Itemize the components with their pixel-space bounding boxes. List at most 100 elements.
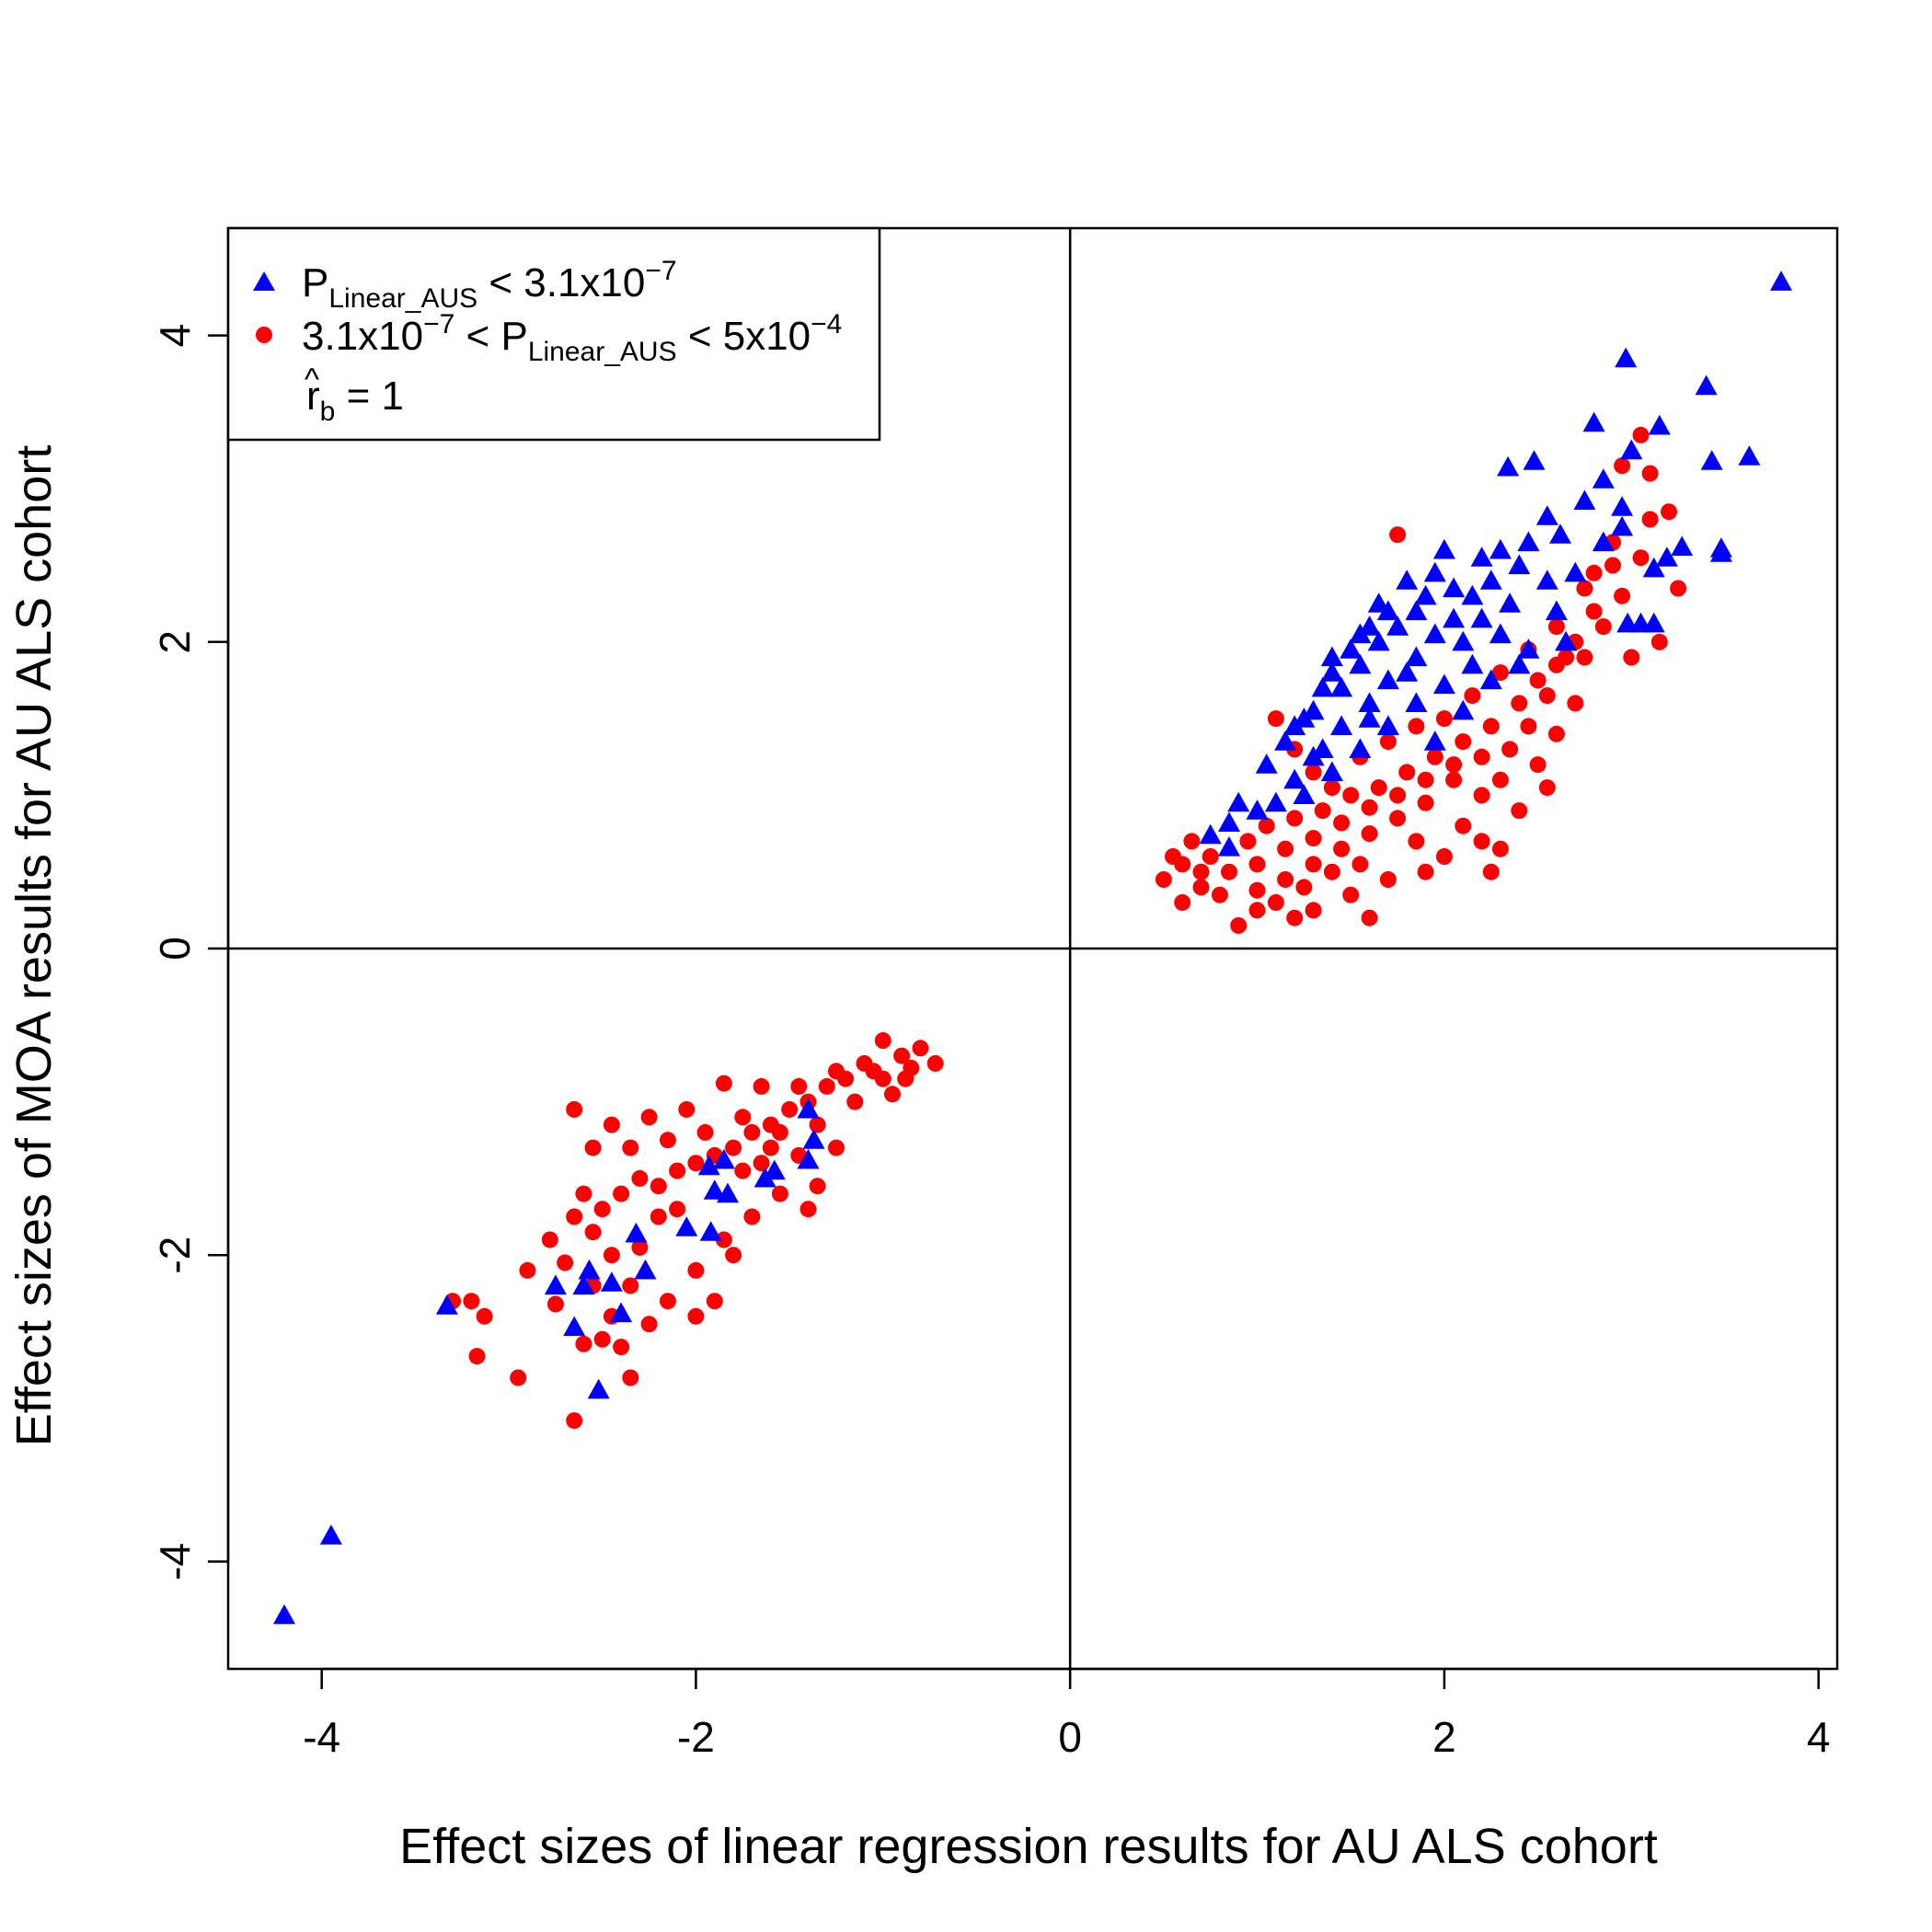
blue-triangle-point (1461, 584, 1484, 605)
blue-triangle-point (1376, 669, 1399, 690)
red-circle-point (1211, 886, 1228, 903)
y-tick-label: -2 (151, 1236, 199, 1274)
blue-triangle-point (1376, 600, 1399, 621)
red-circle-point (1576, 580, 1593, 597)
legend-circle-marker (256, 327, 272, 343)
red-circle-point (1426, 748, 1443, 765)
red-circle-point (613, 1339, 630, 1356)
red-circle-point (912, 1040, 929, 1057)
red-circle-point (1286, 909, 1304, 926)
blue-triangle-point (1386, 615, 1409, 636)
red-circle-point (566, 1100, 583, 1118)
blue-triangle-point (1549, 523, 1571, 544)
blue-triangle-point (1255, 753, 1278, 774)
blue-triangle-point (1479, 569, 1502, 590)
red-circle-point (1361, 825, 1378, 843)
red-circle-point (753, 1155, 770, 1172)
red-circle-point (1614, 587, 1631, 604)
red-circle-point (734, 1162, 752, 1179)
y-tick-label: 2 (151, 630, 199, 654)
blue-triangle-point (563, 1316, 586, 1337)
red-circle-point (1305, 856, 1322, 873)
red-circle-point (1277, 871, 1294, 888)
red-circle-point (743, 1123, 761, 1141)
blue-triangle-point (1283, 715, 1306, 735)
red-circle-point (874, 1070, 891, 1087)
red-circle-point (1248, 856, 1266, 873)
red-circle-point (669, 1201, 686, 1218)
blue-triangle-point (1264, 791, 1287, 812)
red-circle-point (1248, 881, 1266, 899)
red-circle-point (762, 1139, 779, 1156)
red-circle-point (622, 1277, 639, 1294)
blue-triangle-point (1218, 836, 1240, 857)
red-circle-point (781, 1100, 799, 1118)
blue-triangle-point (1349, 653, 1372, 674)
red-circle-point (640, 1109, 658, 1126)
blue-triangle-point (1405, 600, 1428, 621)
blue-triangle-point (1432, 538, 1455, 559)
red-circle-point (743, 1208, 761, 1225)
blue-triangle-point (1517, 531, 1540, 552)
red-circle-point (1305, 902, 1322, 919)
x-tick-label: 4 (1807, 1713, 1831, 1761)
blue-triangle-point (1738, 445, 1761, 466)
red-circle-point (593, 1201, 611, 1218)
blue-triangle-point (797, 1148, 820, 1169)
red-circle-point (1379, 871, 1397, 888)
red-circle-point (1585, 603, 1603, 620)
red-circle-point (1323, 779, 1340, 797)
blue-triangle-point (273, 1604, 295, 1625)
blue-triangle-point (1508, 653, 1531, 674)
blue-triangle-point (703, 1179, 726, 1200)
blue-triangle-point (1535, 505, 1558, 525)
red-circle-point (893, 1047, 911, 1064)
red-circle-point (1221, 863, 1237, 880)
red-circle-point (1455, 733, 1472, 751)
blue-triangle-point (1330, 715, 1353, 735)
red-circle-point (1295, 879, 1313, 896)
blue-triangle-point (1358, 707, 1381, 728)
blue-triangle-point (717, 1182, 739, 1203)
red-circle-point (1398, 764, 1416, 781)
red-circle-point (575, 1185, 592, 1202)
blue-triangle-point (1489, 623, 1512, 644)
red-circle-point (696, 1123, 714, 1141)
red-circle-point (1473, 748, 1490, 765)
red-circle-point (659, 1132, 676, 1149)
red-circle-point (1435, 848, 1453, 865)
red-circle-point (1417, 863, 1434, 880)
red-circle-point (640, 1316, 658, 1333)
red-circle-point (1417, 794, 1434, 811)
red-circle-point (1361, 799, 1378, 816)
blue-triangle-point (1470, 546, 1493, 567)
blue-triangle-point (1396, 569, 1419, 590)
red-circle-point (1258, 817, 1275, 834)
red-circle-point (1445, 756, 1463, 774)
blue-triangle-point (802, 1129, 825, 1149)
red-circle-point (1192, 879, 1210, 896)
y-tick-label: 0 (151, 937, 199, 960)
blue-triangle-point (1405, 646, 1428, 667)
blue-triangle-point (1499, 592, 1522, 613)
red-circle-point (1511, 802, 1528, 820)
blue-triangle-point (1479, 669, 1502, 690)
red-circle-point (1491, 840, 1509, 857)
red-circle-point (650, 1178, 667, 1195)
blue-triangle-point (1695, 374, 1718, 396)
red-circle-point (734, 1109, 752, 1126)
red-circle-point (631, 1238, 649, 1256)
red-circle-point (715, 1075, 732, 1092)
red-circle-point (1661, 503, 1677, 521)
blue-triangle-point (572, 1274, 595, 1295)
red-circle-point (926, 1054, 944, 1072)
red-circle-point (1174, 894, 1191, 911)
blue-triangle-point (435, 1294, 458, 1315)
blue-triangle-point (697, 1155, 720, 1176)
red-circle-point (622, 1369, 639, 1386)
blue-triangle-point (675, 1216, 698, 1236)
blue-triangle-point (1700, 450, 1723, 470)
red-circle-point (1351, 856, 1369, 873)
red-circle-point (1538, 779, 1556, 797)
blue-triangle-point (1311, 676, 1334, 697)
